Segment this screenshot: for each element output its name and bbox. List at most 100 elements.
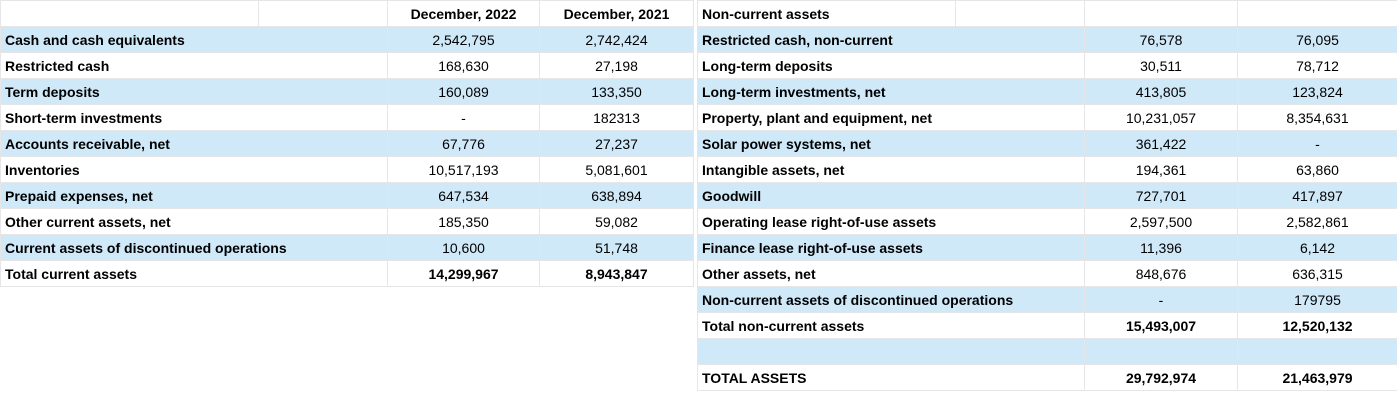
value-2022: 168,630 [387,52,540,79]
table-row: Solar power systems, net 361,422- [697,130,1397,157]
header-december-2022: December, 2022 [387,0,540,27]
row-label: Term deposits [0,78,388,105]
value-2021: - [1237,130,1397,157]
table-row: Operating lease right-of-use assets 2,597… [697,208,1397,235]
value-2022: - [1084,286,1238,313]
table-row: Restricted cash, non-current 76,578 76,095 [697,26,1397,53]
row-label: Total current assets [0,260,388,287]
value-2022 [1084,338,1238,365]
table-row: Prepaid expenses, net 647,534 638,894 [0,182,694,209]
value-2022: 29,792,974 [1084,364,1238,391]
table-row: Goodwill 727,701 417,897 [697,182,1397,209]
non-current-assets-body: Non-current assets Restricted cash, non-… [697,0,1397,391]
value-2022: 10,517,193 [387,156,540,183]
table-row: Other current assets, net 185,350 59,082 [0,208,694,235]
section-title-blank-d [1237,0,1397,27]
row-label: Goodwill [697,182,1085,209]
table-row: Long-term investments, net 413,805 123,824 [697,78,1397,105]
header-blank-b [258,0,388,27]
section-title: Non-current assets [697,0,956,27]
value-2021: 417,897 [1237,182,1397,209]
row-label: Total non-current assets [697,312,1085,339]
value-2021 [1237,338,1397,365]
value-2021: 133,350 [539,78,694,105]
row-label: TOTAL ASSETS [697,364,1085,391]
table-row: Total non-current assets 15,493,007 12,520… [697,312,1397,339]
table-row: Inventories 10,517,193 5,081,601 [0,156,694,183]
table-row [697,338,1397,365]
current-assets-body: December, 2022 December, 2021 Cash and c… [0,0,694,287]
value-2021: 179795 [1237,286,1397,313]
value-2022: 413,805 [1084,78,1238,105]
row-label: Property, plant and equipment, net [697,104,1085,131]
current-assets-table: December, 2022 December, 2021 Cash and c… [0,0,694,287]
table-row: Long-term deposits 30,511 78,712 [697,52,1397,79]
row-label: Long-term investments, net [697,78,1085,105]
value-2021: 76,095 [1237,26,1397,53]
section-title-row: Non-current assets [697,0,1397,27]
non-current-assets-table: Non-current assets Restricted cash, non-… [697,0,1397,391]
value-2022: 727,701 [1084,182,1238,209]
value-2022: 185,350 [387,208,540,235]
table-row: Property, plant and equipment, net 10,231… [697,104,1397,131]
section-title-blank-b [955,0,1085,27]
table-row: Short-term investments -182313 [0,104,694,131]
header-december-2021: December, 2021 [539,0,694,27]
value-2022: 361,422 [1084,130,1238,157]
row-label: Short-term investments [0,104,388,131]
table-row: Restricted cash 168,630 27,198 [0,52,694,79]
value-2021: 2,742,424 [539,26,694,53]
table-row: Other assets, net 848,676 636,315 [697,260,1397,287]
table-row: Accounts receivable, net 67,776 27,237 [0,130,694,157]
value-2021: 2,582,861 [1237,208,1397,235]
value-2022: 2,597,500 [1084,208,1238,235]
section-title-blank-c [1084,0,1238,27]
header-row: December, 2022 December, 2021 [0,0,694,27]
row-label: Restricted cash, non-current [697,26,1085,53]
value-2021: 78,712 [1237,52,1397,79]
table-row: Total current assets 14,299,967 8,943,847 [0,260,694,287]
row-label: Solar power systems, net [697,130,1085,157]
value-2021: 59,082 [539,208,694,235]
row-label: Prepaid expenses, net [0,182,388,209]
row-label: Long-term deposits [697,52,1085,79]
value-2022: 848,676 [1084,260,1238,287]
value-2021: 63,860 [1237,156,1397,183]
row-label [697,338,1085,365]
value-2022: 10,600 [387,234,540,261]
value-2022: 2,542,795 [387,26,540,53]
value-2022: 76,578 [1084,26,1238,53]
value-2021: 182313 [539,104,694,131]
table-row: TOTAL ASSETS 29,792,974 21,463,979 [697,364,1397,391]
table-row: Finance lease right-of-use assets 11,396 6… [697,234,1397,261]
row-label: Intangible assets, net [697,156,1085,183]
value-2022: 194,361 [1084,156,1238,183]
table-row: Term deposits 160,089 133,350 [0,78,694,105]
row-label: Restricted cash [0,52,388,79]
value-2021: 6,142 [1237,234,1397,261]
row-label: Finance lease right-of-use assets [697,234,1085,261]
row-label: Operating lease right-of-use assets [697,208,1085,235]
table-row: Non-current assets of discontinued opera… [697,286,1397,313]
value-2022: 14,299,967 [387,260,540,287]
row-label: Accounts receivable, net [0,130,388,157]
table-row: Cash and cash equivalents 2,542,795 2,742,… [0,26,694,53]
row-label: Current assets of discontinued operation… [0,234,388,261]
value-2021: 8,943,847 [539,260,694,287]
row-label: Cash and cash equivalents [0,26,388,53]
row-label: Non-current assets of discontinued opera… [697,286,1085,313]
header-blank-a [0,0,259,27]
table-row: Intangible assets, net 194,361 63,860 [697,156,1397,183]
value-2021: 12,520,132 [1237,312,1397,339]
row-label: Other assets, net [697,260,1085,287]
value-2022: 67,776 [387,130,540,157]
row-label: Other current assets, net [0,208,388,235]
value-2022: 160,089 [387,78,540,105]
value-2022: - [387,104,540,131]
value-2021: 27,198 [539,52,694,79]
value-2021: 51,748 [539,234,694,261]
value-2021: 5,081,601 [539,156,694,183]
row-label: Inventories [0,156,388,183]
value-2021: 638,894 [539,182,694,209]
value-2021: 21,463,979 [1237,364,1397,391]
